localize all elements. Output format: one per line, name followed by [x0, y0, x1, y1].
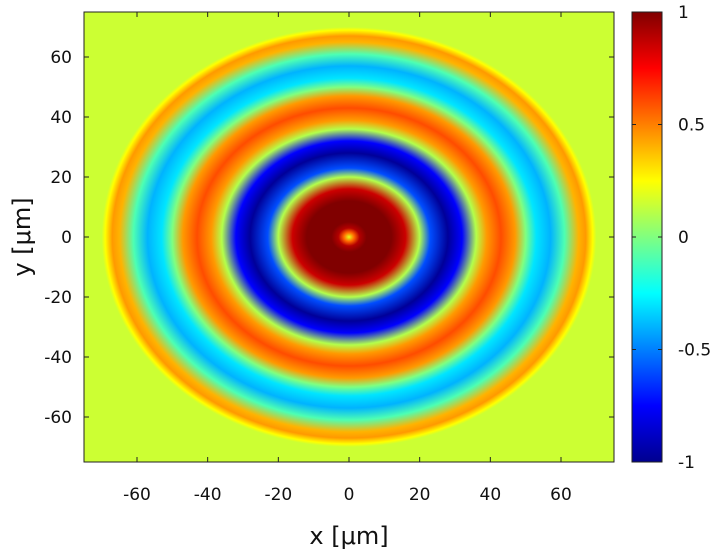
x-tick-label: 40 — [480, 485, 502, 505]
x-tick-label: -60 — [123, 485, 151, 505]
x-tick-label: 20 — [409, 485, 431, 505]
colorbar-tick-label: 1 — [678, 3, 689, 23]
x-tick-label: -40 — [194, 485, 222, 505]
colorbar-tick-label: 0 — [678, 228, 689, 248]
colorbar: 1 0.5 0 -0.5 -1 — [631, 3, 711, 473]
colorbar-tick-label: 0.5 — [678, 116, 705, 136]
y-tick-label: 0 — [61, 228, 72, 248]
y-tick-label: 60 — [50, 48, 72, 68]
y-tick-label: 20 — [50, 168, 72, 188]
y-axis-ticks: -60 -40 -20 0 20 40 60 — [44, 48, 614, 428]
field-ring-pattern — [101, 27, 597, 447]
colorbar-tick-label: -0.5 — [678, 341, 711, 361]
x-axis-ticks: -60 -40 -20 0 20 40 60 — [123, 12, 572, 505]
y-tick-label: -40 — [44, 348, 72, 368]
x-axis-label: x [μm] — [309, 522, 388, 550]
y-tick-label: -60 — [44, 408, 72, 428]
plot-area — [84, 12, 614, 462]
y-tick-label: -20 — [44, 288, 72, 308]
x-tick-label: 60 — [550, 485, 572, 505]
y-axis-label: y [μm] — [8, 197, 36, 276]
colorbar-gradient — [631, 11, 663, 463]
colorbar-tick-label: -1 — [678, 453, 695, 473]
x-tick-label: -20 — [264, 485, 292, 505]
x-tick-label: 0 — [344, 485, 355, 505]
colorbar-ticks: 1 0.5 0 -0.5 -1 — [632, 3, 711, 473]
y-tick-label: 40 — [50, 108, 72, 128]
